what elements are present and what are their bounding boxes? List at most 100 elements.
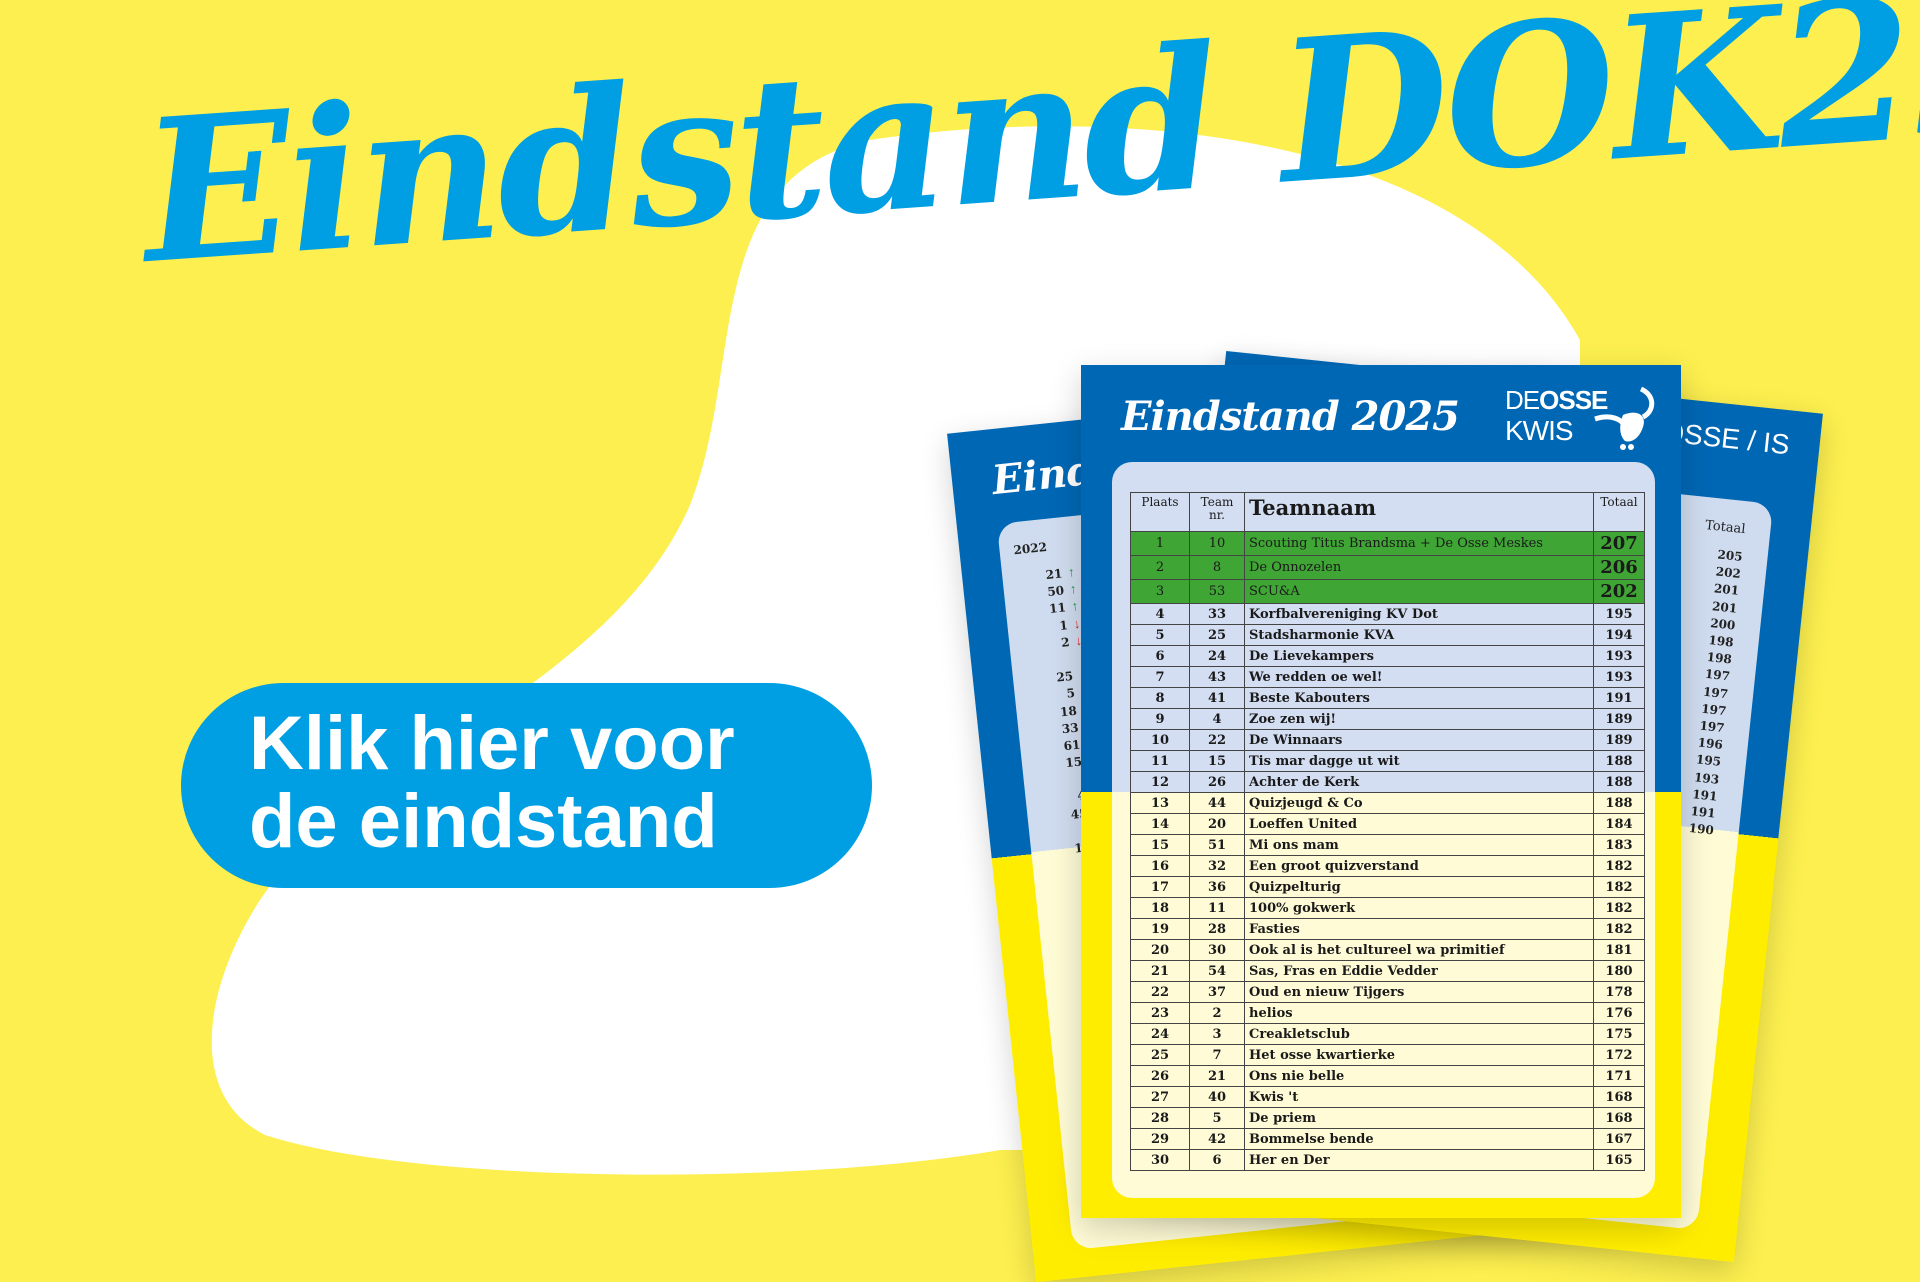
team-nr-cell: 30 bbox=[1189, 939, 1245, 961]
team-name-cell: Een groot quizverstand bbox=[1244, 855, 1594, 877]
team-nr-cell: 40 bbox=[1189, 1086, 1245, 1108]
team-nr-cell: 28 bbox=[1189, 918, 1245, 940]
team-name-cell: De Winnaars bbox=[1244, 729, 1594, 751]
table-row: 4 33 Korfbalvereniging KV Dot 195 bbox=[1130, 603, 1645, 625]
table-row: 25 7 Het osse kwartierke 172 bbox=[1130, 1044, 1645, 1066]
team-name-cell: Het osse kwartierke bbox=[1244, 1044, 1594, 1066]
place-cell: 18 bbox=[1130, 897, 1190, 919]
place-cell: 9 bbox=[1130, 708, 1190, 730]
team-name-cell: Kwis 't bbox=[1244, 1086, 1594, 1108]
team-name-cell: Achter de Kerk bbox=[1244, 771, 1594, 793]
col-team-name: Teamnaam bbox=[1244, 492, 1594, 532]
team-name-cell: Oud en nieuw Tijgers bbox=[1244, 981, 1594, 1003]
arrow-up-icon: ↑ bbox=[1069, 581, 1078, 597]
arrow-up-icon: ↑ bbox=[1071, 598, 1080, 614]
place-cell: 20 bbox=[1130, 939, 1190, 961]
team-name-cell: Sas, Fras en Eddie Vedder bbox=[1244, 960, 1594, 982]
team-nr-cell: 37 bbox=[1189, 981, 1245, 1003]
team-nr-cell: 8 bbox=[1189, 555, 1245, 580]
team-nr-cell: 11 bbox=[1189, 897, 1245, 919]
team-nr-cell: 22 bbox=[1189, 729, 1245, 751]
total-cell: 193 bbox=[1593, 645, 1645, 667]
team-name-cell: Bommelse bende bbox=[1244, 1128, 1594, 1150]
team-name-cell: Korfbalvereniging KV Dot bbox=[1244, 603, 1594, 625]
place-cell: 21 bbox=[1130, 960, 1190, 982]
table-row: 12 26 Achter de Kerk 188 bbox=[1130, 771, 1645, 793]
table-header-row: Plaats Team nr. Teamnaam Totaal bbox=[1130, 492, 1645, 532]
logo-text-de: DE bbox=[1505, 385, 1540, 415]
card-title: Eindstand 2025 bbox=[1121, 393, 1460, 440]
total-cell: 180 bbox=[1593, 960, 1645, 982]
table-row: 5 25 Stadsharmonie KVA 194 bbox=[1130, 624, 1645, 646]
total-cell: 194 bbox=[1593, 624, 1645, 646]
team-nr-cell: 10 bbox=[1189, 531, 1245, 556]
team-name-cell: Ook al is het cultureel wa primitief bbox=[1244, 939, 1594, 961]
total-cell: 195 bbox=[1593, 603, 1645, 625]
table-row: 1 10 Scouting Titus Brandsma + De Osse Mes… bbox=[1130, 531, 1645, 556]
total-cell: 165 bbox=[1593, 1149, 1645, 1171]
total-cell: 182 bbox=[1593, 876, 1645, 898]
place-cell: 7 bbox=[1130, 666, 1190, 688]
total-cell: 178 bbox=[1593, 981, 1645, 1003]
team-name-cell: Creakletsclub bbox=[1244, 1023, 1594, 1045]
place-cell: 30 bbox=[1130, 1149, 1190, 1171]
col-team-nr: Team nr. bbox=[1189, 492, 1245, 532]
place-cell: 8 bbox=[1130, 687, 1190, 709]
table-row: 13 44 Quizjeugd & Co 188 bbox=[1130, 792, 1645, 814]
back-year-header: 2022 bbox=[1012, 539, 1048, 558]
place-cell: 15 bbox=[1130, 834, 1190, 856]
place-cell: 22 bbox=[1130, 981, 1190, 1003]
total-cell: 172 bbox=[1593, 1044, 1645, 1066]
team-name-cell: De priem bbox=[1244, 1107, 1594, 1129]
cta-line-2: de eindstand bbox=[249, 779, 718, 864]
place-cell: 28 bbox=[1130, 1107, 1190, 1129]
place-cell: 3 bbox=[1130, 579, 1190, 604]
table-row: 30 6 Her en Der 165 bbox=[1130, 1149, 1645, 1171]
cta-line-1: Klik hier voor bbox=[249, 701, 735, 786]
table-row: 9 4 Zoe zen wij! 189 bbox=[1130, 708, 1645, 730]
team-nr-cell: 25 bbox=[1189, 624, 1245, 646]
place-cell: 13 bbox=[1130, 792, 1190, 814]
table-row: 27 40 Kwis 't 168 bbox=[1130, 1086, 1645, 1108]
total-cell: 181 bbox=[1593, 939, 1645, 961]
team-nr-cell: 36 bbox=[1189, 876, 1245, 898]
team-nr-cell: 42 bbox=[1189, 1128, 1245, 1150]
table-row: 22 37 Oud en nieuw Tijgers 178 bbox=[1130, 981, 1645, 1003]
total-cell: 183 bbox=[1593, 834, 1645, 856]
total-cell: 191 bbox=[1593, 687, 1645, 709]
table-row: 14 20 Loeffen United 184 bbox=[1130, 813, 1645, 835]
arrow-up-icon: ↑ bbox=[1067, 564, 1076, 580]
table-row: 11 15 Tis mar dagge ut wit 188 bbox=[1130, 750, 1645, 772]
standings-panel: Plaats Team nr. Teamnaam Totaal 1 10 Scouti… bbox=[1112, 462, 1655, 1198]
back-right-value: 197 bbox=[1704, 667, 1731, 684]
team-name-cell: Fasties bbox=[1244, 918, 1594, 940]
table-row: 28 5 De priem 168 bbox=[1130, 1107, 1645, 1129]
logo-text-osse: OSSE bbox=[1539, 385, 1608, 415]
place-cell: 24 bbox=[1130, 1023, 1190, 1045]
col-place: Plaats bbox=[1130, 492, 1190, 532]
table-row: 19 28 Fasties 182 bbox=[1130, 918, 1645, 940]
team-name-cell: De Lievekampers bbox=[1244, 645, 1594, 667]
place-cell: 5 bbox=[1130, 624, 1190, 646]
total-cell: 182 bbox=[1593, 897, 1645, 919]
team-nr-cell: 20 bbox=[1189, 813, 1245, 835]
team-nr-cell: 54 bbox=[1189, 960, 1245, 982]
team-name-cell: Her en Der bbox=[1244, 1149, 1594, 1171]
team-name-cell: Quizjeugd & Co bbox=[1244, 792, 1594, 814]
team-name-cell: Tis mar dagge ut wit bbox=[1244, 750, 1594, 772]
table-row: 2 8 De Onnozelen 206 bbox=[1130, 555, 1645, 580]
place-cell: 19 bbox=[1130, 918, 1190, 940]
view-standings-button[interactable]: Klik hier voor de eindstand bbox=[181, 683, 872, 888]
table-row: 8 41 Beste Kabouters 191 bbox=[1130, 687, 1645, 709]
back-right-value: 201 bbox=[1713, 581, 1740, 599]
team-nr-cell: 24 bbox=[1189, 645, 1245, 667]
back-total-header: Totaal bbox=[1704, 518, 1747, 538]
total-cell: 188 bbox=[1593, 792, 1645, 814]
total-cell: 182 bbox=[1593, 855, 1645, 877]
total-cell: 202 bbox=[1593, 579, 1645, 604]
place-cell: 29 bbox=[1130, 1128, 1190, 1150]
place-cell: 10 bbox=[1130, 729, 1190, 751]
team-nr-cell: 2 bbox=[1189, 1002, 1245, 1024]
place-cell: 6 bbox=[1130, 645, 1190, 667]
total-cell: 168 bbox=[1593, 1086, 1645, 1108]
